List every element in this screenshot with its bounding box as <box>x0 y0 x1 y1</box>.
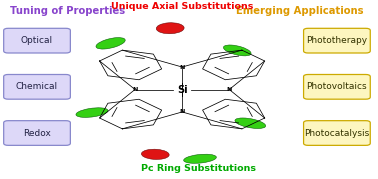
FancyBboxPatch shape <box>4 121 70 145</box>
FancyBboxPatch shape <box>304 28 370 53</box>
FancyBboxPatch shape <box>304 121 370 145</box>
Ellipse shape <box>141 149 169 159</box>
Text: Optical: Optical <box>21 36 53 45</box>
Ellipse shape <box>76 108 108 117</box>
Text: N: N <box>180 65 185 69</box>
FancyBboxPatch shape <box>4 74 70 99</box>
Ellipse shape <box>184 154 216 163</box>
Ellipse shape <box>156 23 184 34</box>
Ellipse shape <box>235 118 266 129</box>
Text: Redox: Redox <box>23 129 51 137</box>
Text: Pc Ring Substitutions: Pc Ring Substitutions <box>141 164 256 173</box>
FancyBboxPatch shape <box>304 74 370 99</box>
Text: Photocatalysis: Photocatalysis <box>304 129 370 137</box>
Text: N: N <box>226 87 232 92</box>
Text: Unique Axial Substitutions: Unique Axial Substitutions <box>111 3 253 11</box>
Text: N: N <box>132 87 138 92</box>
FancyBboxPatch shape <box>4 28 70 53</box>
Text: N: N <box>180 110 185 114</box>
Ellipse shape <box>96 38 125 49</box>
Text: Tuning of Properties: Tuning of Properties <box>10 6 125 16</box>
Ellipse shape <box>223 45 251 56</box>
Text: Chemical: Chemical <box>16 82 58 91</box>
Text: Phototherapy: Phototherapy <box>306 36 367 45</box>
Text: Emerging Applications: Emerging Applications <box>236 6 364 16</box>
Text: Photovoltaics: Photovoltaics <box>307 82 367 91</box>
Text: Si: Si <box>177 84 187 95</box>
